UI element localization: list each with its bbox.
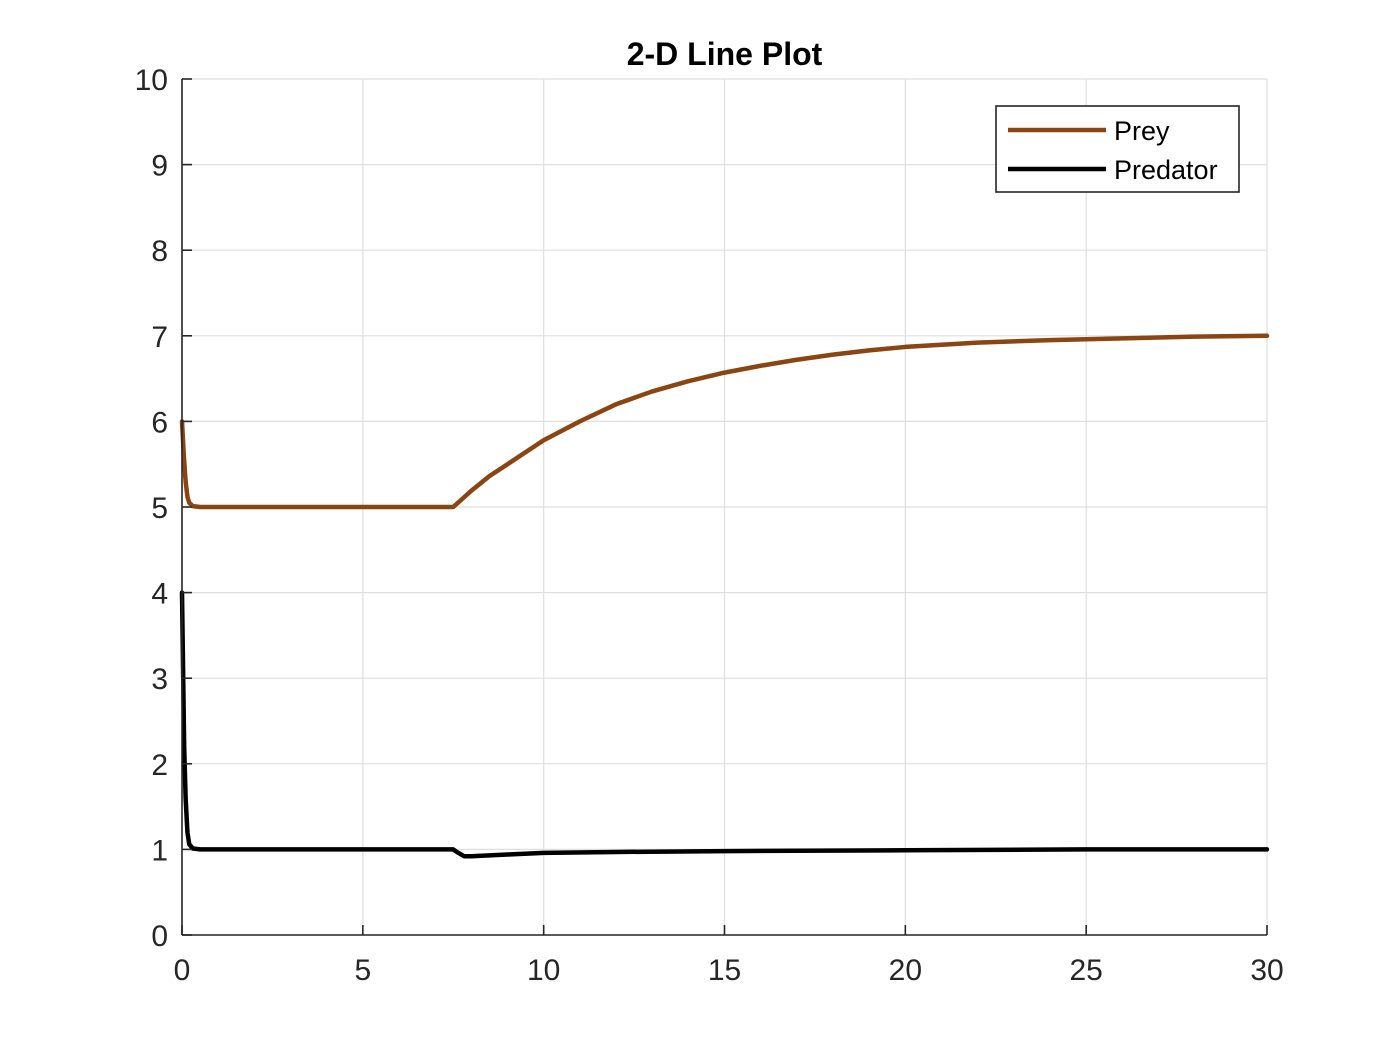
chart-title: 2-D Line Plot [627, 36, 823, 72]
y-tick-label: 9 [151, 150, 168, 183]
legend-item-prey[interactable]: Prey [1008, 116, 1170, 146]
plot-axes: 0 5 10 15 20 25 30 0 1 2 3 4 5 6 7 8 9 10 [135, 64, 1284, 987]
series-layer [179, 333, 1270, 859]
x-tick-label: 25 [1069, 954, 1102, 987]
y-tick-label: 0 [151, 920, 168, 953]
x-tick-label: 20 [889, 954, 922, 987]
y-tick-label: 2 [151, 749, 168, 782]
y-tick-label: 4 [151, 578, 168, 611]
x-tick-label: 15 [708, 954, 741, 987]
series-line-predator [179, 590, 1270, 859]
legend-item-predator[interactable]: Predator [1008, 155, 1218, 185]
y-tick-label: 6 [151, 406, 168, 439]
legend-box [995, 105, 1240, 193]
x-axis-ticks: 0 5 10 15 20 25 30 [174, 925, 1284, 987]
legend[interactable]: Prey Predator [995, 105, 1240, 193]
legend-label: Prey [1114, 116, 1170, 146]
y-tick-label: 8 [151, 235, 168, 268]
y-tick-label: 10 [135, 64, 168, 97]
y-tick-label: 3 [151, 663, 168, 696]
x-tick-label: 30 [1250, 954, 1283, 987]
series-line-prey [179, 333, 1270, 510]
y-tick-label: 5 [151, 492, 168, 525]
y-axis-ticks: 0 1 2 3 4 5 6 7 8 9 10 [135, 64, 192, 953]
x-tick-label: 0 [174, 954, 191, 987]
legend-label: Predator [1114, 155, 1218, 185]
x-tick-label: 10 [527, 954, 560, 987]
y-tick-label: 1 [151, 834, 168, 867]
y-tick-label: 7 [151, 321, 168, 354]
x-tick-label: 5 [354, 954, 371, 987]
